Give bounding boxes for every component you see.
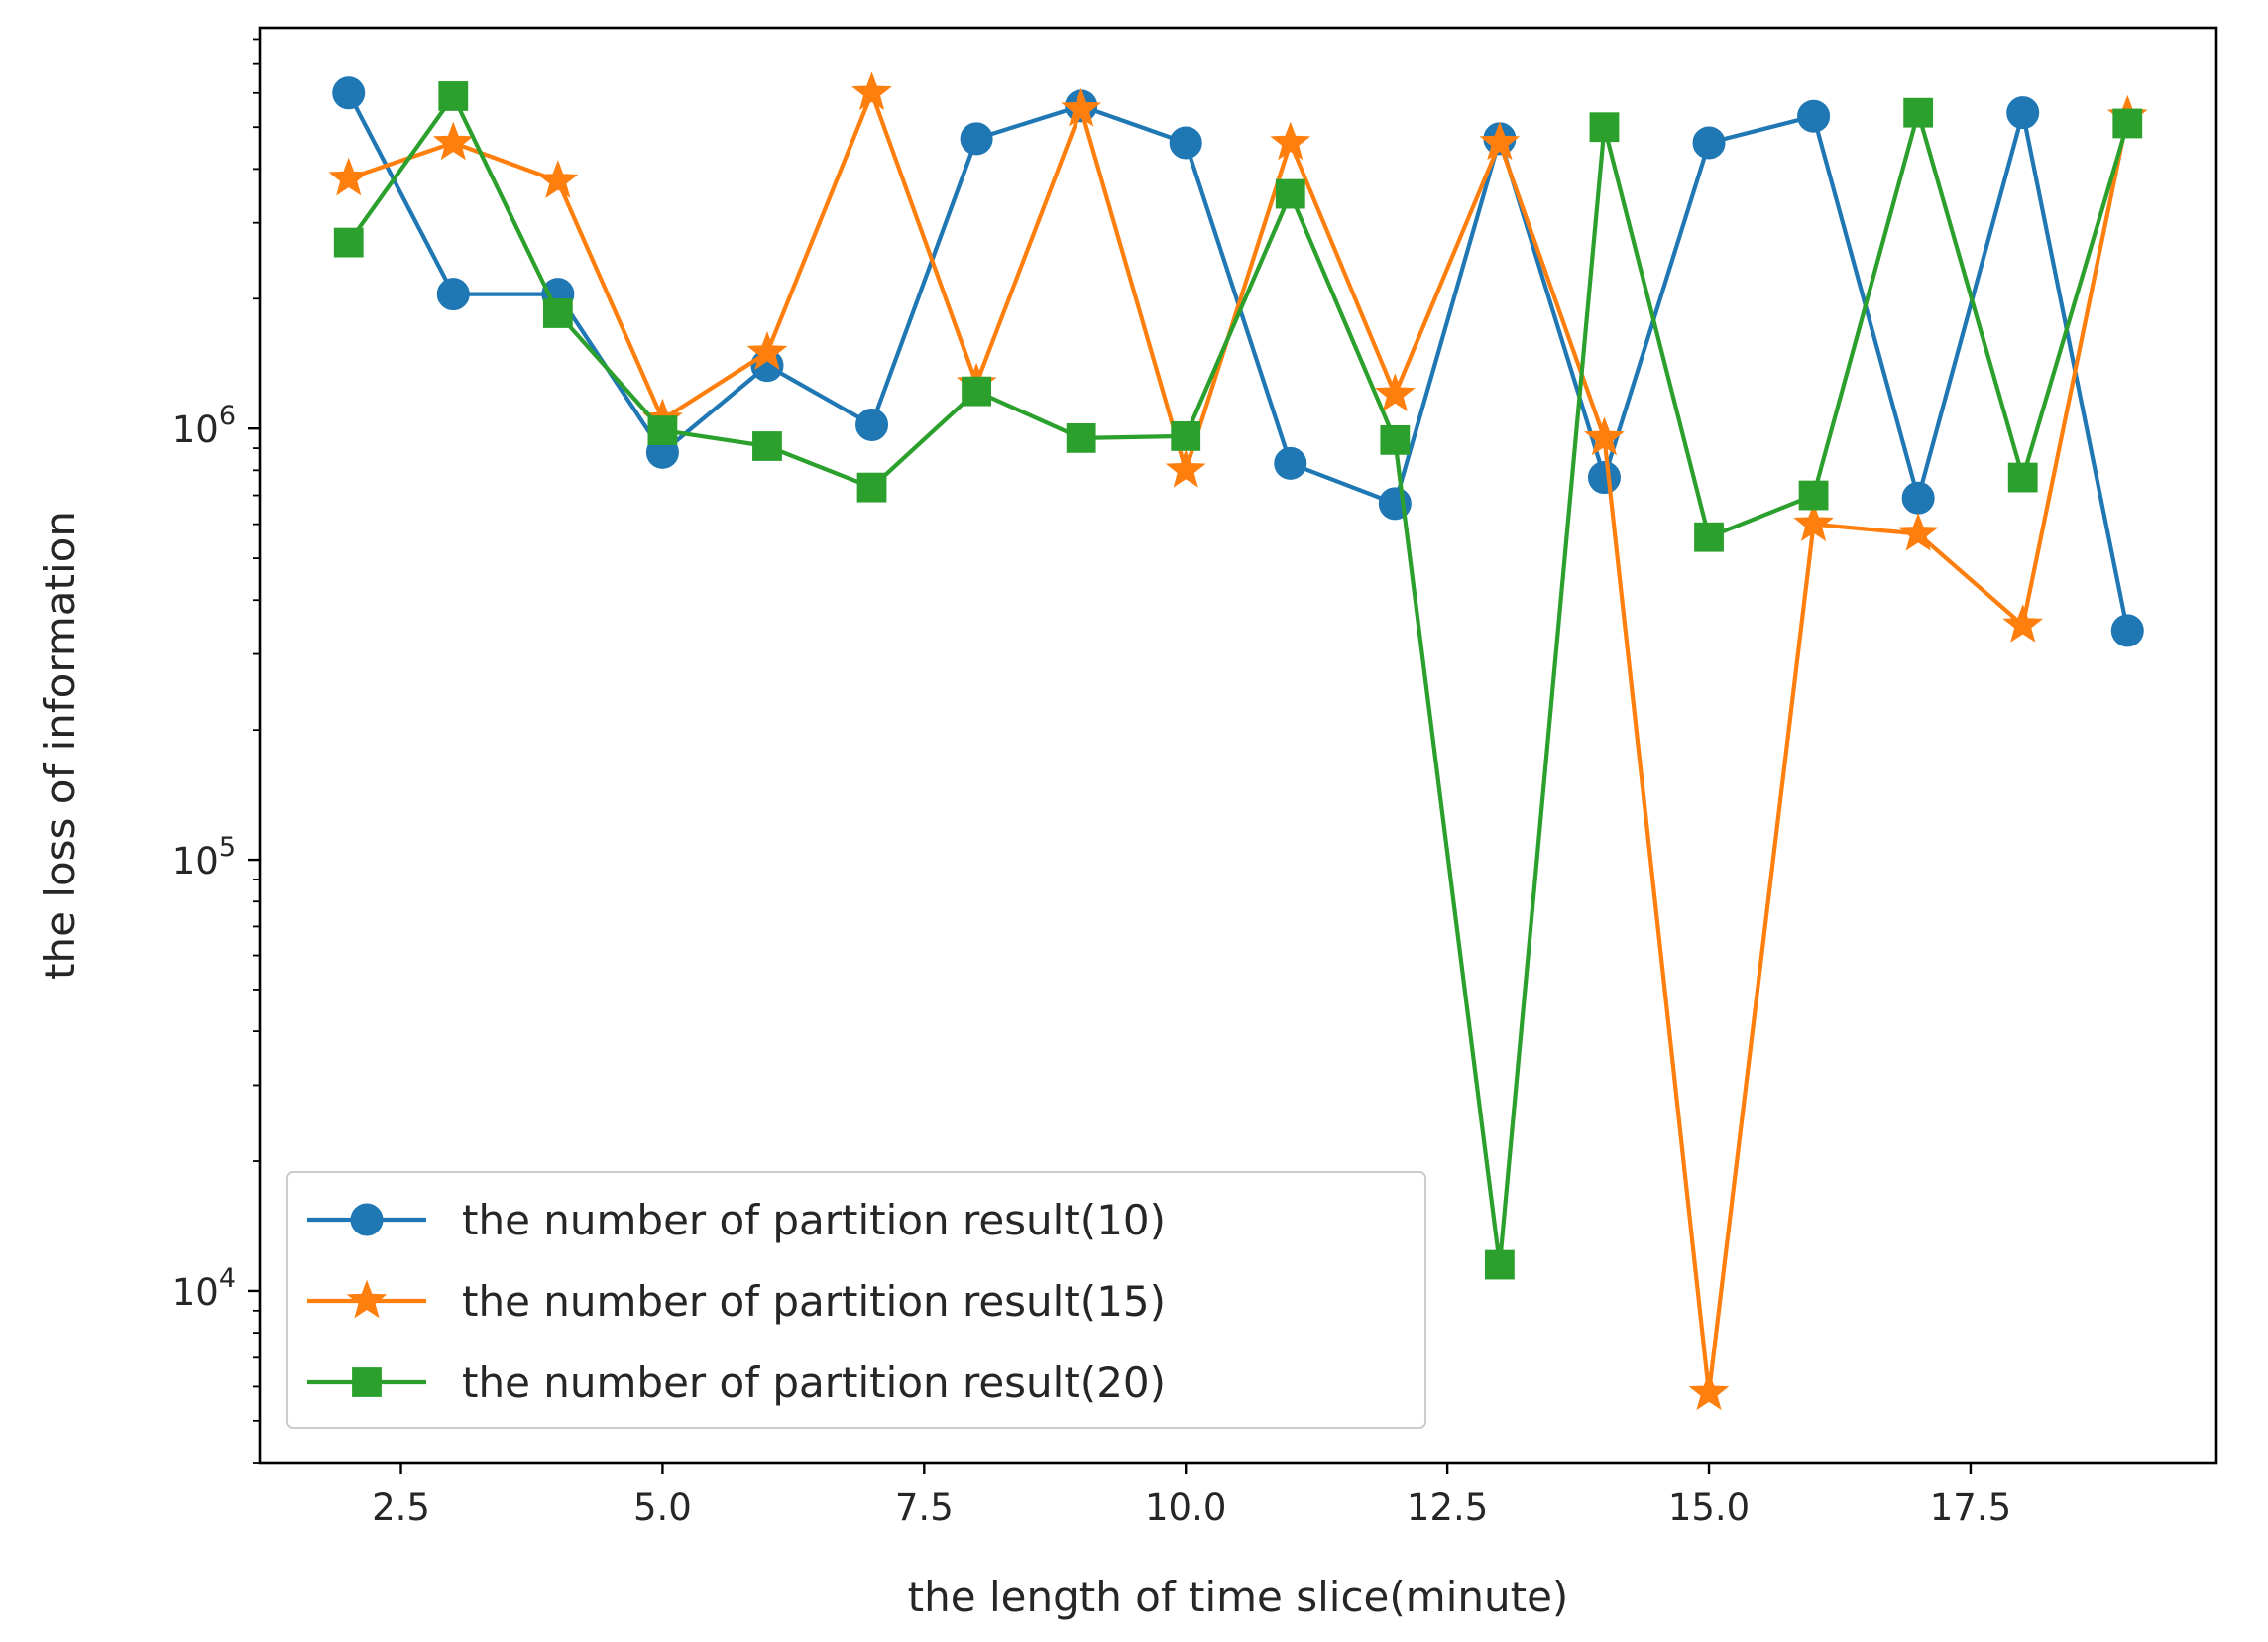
series-1-point-5 xyxy=(851,71,892,111)
series-2-point-9 xyxy=(1275,178,1305,209)
series-2-point-3 xyxy=(647,415,678,445)
legend-label-10: the number of partition result(10) xyxy=(462,1196,1166,1244)
legend-entry-15: the number of partition result(15) xyxy=(307,1277,1166,1326)
series-0-point-8 xyxy=(1169,126,1202,160)
legend-marker-shape-0 xyxy=(350,1203,384,1236)
series-2-point-2 xyxy=(542,298,573,328)
y-tick-label-1: 105 xyxy=(172,832,236,882)
series-2 xyxy=(333,81,2143,1280)
series-0-point-6 xyxy=(960,122,993,156)
series-1-point-0 xyxy=(328,157,370,196)
series-0-point-1 xyxy=(436,278,470,311)
series-0-point-5 xyxy=(855,408,889,441)
series-1-point-9 xyxy=(1270,121,1311,161)
legend-entry-10: the number of partition result(10) xyxy=(307,1196,1166,1244)
series-0 xyxy=(332,76,2144,647)
series-layer xyxy=(328,71,2148,1411)
x-tick-label-3: 10.0 xyxy=(1145,1486,1226,1529)
series-2-point-15 xyxy=(1903,97,1934,128)
legend-marker-20 xyxy=(352,1367,382,1397)
series-0-point-16 xyxy=(2006,96,2040,130)
series-1-point-1 xyxy=(432,121,474,161)
series-0-point-17 xyxy=(2110,614,2144,647)
series-1 xyxy=(328,71,2148,1411)
series-1-point-4 xyxy=(746,331,788,370)
series-2-point-17 xyxy=(2112,108,2143,139)
legend-box xyxy=(286,1171,1426,1429)
legend-marker-10 xyxy=(350,1203,384,1236)
series-2-point-5 xyxy=(856,472,887,503)
x-tick-label-6: 17.5 xyxy=(1930,1486,2011,1529)
y-tick-label-0: 104 xyxy=(172,1263,236,1314)
series-1-point-13 xyxy=(1688,1371,1730,1411)
series-1-point-16 xyxy=(2002,604,2044,643)
series-2-point-11 xyxy=(1485,1249,1515,1280)
x-tick-label-0: 2.5 xyxy=(372,1486,430,1529)
y-axis-label: the loss of information xyxy=(36,511,84,980)
series-line-2 xyxy=(346,93,2130,1267)
x-tick-label-1: 5.0 xyxy=(633,1486,692,1529)
series-2-point-16 xyxy=(2007,462,2038,493)
series-2-point-7 xyxy=(1066,422,1096,453)
series-0-point-0 xyxy=(332,76,366,110)
series-1-point-15 xyxy=(1897,512,1939,551)
legend-marker-shape-1 xyxy=(346,1279,388,1319)
series-2-point-12 xyxy=(1589,112,1620,143)
series-0-point-9 xyxy=(1274,446,1307,480)
x-tick-label-2: 7.5 xyxy=(895,1486,954,1529)
series-2-point-10 xyxy=(1380,424,1411,455)
series-2-point-4 xyxy=(752,431,782,461)
plot-frame xyxy=(258,26,2218,1465)
series-0-point-14 xyxy=(1797,99,1831,133)
legend-marker-15 xyxy=(346,1279,388,1319)
series-line-1 xyxy=(348,90,2130,1395)
legend-label-15: the number of partition result(15) xyxy=(462,1277,1166,1326)
series-line-0 xyxy=(346,91,2130,632)
x-tick-label-4: 12.5 xyxy=(1407,1486,1488,1529)
series-2-point-0 xyxy=(333,227,364,258)
series-1-point-2 xyxy=(537,160,579,198)
y-tick-label-2: 106 xyxy=(172,401,236,451)
series-2-point-13 xyxy=(1694,522,1724,552)
legend-entry-20: the number of partition result(20) xyxy=(307,1358,1166,1407)
legend-label-20: the number of partition result(20) xyxy=(462,1358,1166,1407)
series-1-point-14 xyxy=(1793,503,1834,541)
series-2-point-14 xyxy=(1798,480,1829,511)
x-axis-label: the length of time slice(minute) xyxy=(908,1573,1569,1621)
series-2-point-8 xyxy=(1171,420,1201,451)
series-0-point-13 xyxy=(1692,126,1726,160)
y-axis: 104 105 106 xyxy=(172,38,260,1464)
series-1-point-12 xyxy=(1584,416,1625,456)
series-2-point-1 xyxy=(438,81,469,111)
series-0-point-15 xyxy=(1901,481,1935,515)
x-tick-label-5: 15.0 xyxy=(1668,1486,1750,1529)
series-1-point-10 xyxy=(1374,373,1416,412)
legend-marker-shape-2 xyxy=(352,1367,382,1397)
legend: the number of partition result(10) the n… xyxy=(286,1171,1426,1429)
plot-area: 104 105 106 2.5 5.0 7.5 10.0 12.5 15.0 17.5 xyxy=(172,26,2218,1529)
series-1-point-8 xyxy=(1165,448,1206,488)
series-0-point-12 xyxy=(1587,461,1621,495)
series-2-point-6 xyxy=(962,376,991,407)
x-axis: 2.5 5.0 7.5 10.0 12.5 15.0 17.5 xyxy=(372,1463,2011,1529)
series-1-point-7 xyxy=(1061,87,1102,127)
series-1-point-11 xyxy=(1479,121,1521,161)
